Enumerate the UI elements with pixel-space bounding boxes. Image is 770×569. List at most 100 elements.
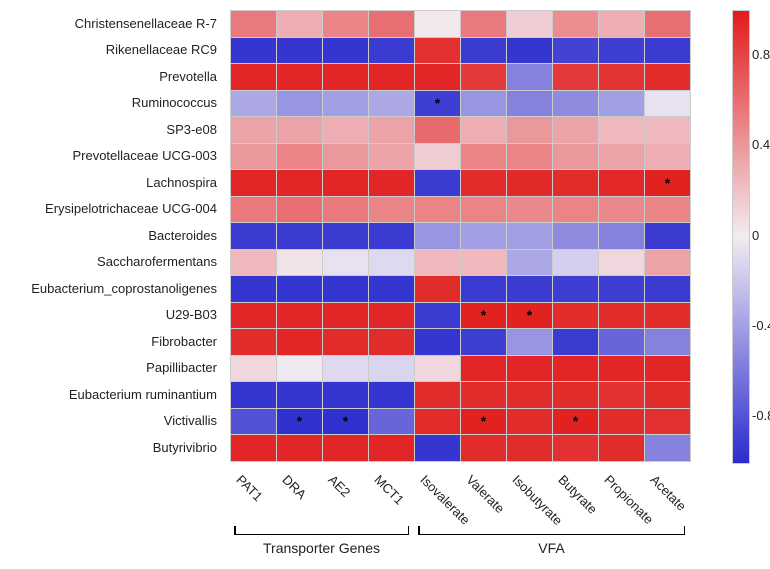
heatmap-cell [323,223,368,249]
colorbar-tick: 0 [752,228,759,243]
heatmap-cell [507,435,552,461]
heatmap-cell [599,409,644,435]
heatmap-cell [231,144,276,170]
heatmap-cell [231,276,276,302]
heatmap-cell [599,250,644,276]
heatmap-cell [231,223,276,249]
heatmap-cell [645,382,690,408]
group-bracket [234,534,409,535]
heatmap-cell [645,329,690,355]
heatmap-cell [645,38,690,64]
heatmap-cell [461,276,506,302]
heatmap-cell [461,11,506,37]
col-label: MCT1 [371,472,407,508]
heatmap-cell [553,223,598,249]
group-label: VFA [418,540,685,556]
heatmap-cell [415,144,460,170]
heatmap-cell [599,329,644,355]
colorbar-tick: 0.8 [752,47,770,62]
heatmap-cell [231,117,276,143]
heatmap-cell [553,250,598,276]
heatmap-cell: * [461,303,506,329]
col-label: Acetate [647,472,689,514]
heatmap-cell [231,170,276,196]
heatmap-cell [323,250,368,276]
heatmap-cell [461,250,506,276]
heatmap-cell [599,356,644,382]
heatmap-cell [277,64,322,90]
heatmap-cell [369,409,414,435]
heatmap-cell [323,329,368,355]
heatmap-cell [507,64,552,90]
heatmap-cell [645,409,690,435]
heatmap-cell: * [507,303,552,329]
heatmap-cell [461,223,506,249]
heatmap-cell [323,435,368,461]
heatmap-cell [415,170,460,196]
colorbar: 0.80.40-0.4-0.8 [732,10,748,464]
heatmap-cell [277,435,322,461]
heatmap-cell [645,435,690,461]
heatmap-cell [461,144,506,170]
heatmap-cell [323,303,368,329]
heatmap-cell [415,303,460,329]
heatmap-cell [323,144,368,170]
heatmap-cell [553,170,598,196]
heatmap-cell [231,64,276,90]
heatmap-cell [645,223,690,249]
heatmap-cell [231,329,276,355]
heatmap-cell [645,356,690,382]
heatmap-cell [415,276,460,302]
heatmap-cell [323,197,368,223]
heatmap-cell [415,409,460,435]
heatmap-cell [323,38,368,64]
heatmap-cell [415,117,460,143]
heatmap-cell [507,144,552,170]
heatmap-cell [553,356,598,382]
heatmap-cell [599,303,644,329]
heatmap-cell [369,303,414,329]
col-label: AE2 [325,472,353,500]
figure-container: Christensenellaceae R-7Rikenellaceae RC9… [0,0,770,569]
heatmap-grid: ******** [230,10,691,462]
colorbar-gradient [732,10,750,464]
heatmap-cell [231,303,276,329]
heatmap-cell [553,117,598,143]
heatmap-cell [369,117,414,143]
heatmap-cell [507,91,552,117]
heatmap-cell [323,276,368,302]
row-label: Victivallis [0,408,225,435]
row-label: SP3-e08 [0,116,225,143]
heatmap-cell [645,144,690,170]
heatmap-cell [461,117,506,143]
row-label: Lachnospira [0,169,225,196]
heatmap-cell [461,382,506,408]
heatmap-cell [461,91,506,117]
heatmap-cell [599,170,644,196]
heatmap-cell [277,117,322,143]
heatmap-cell [277,144,322,170]
heatmap-cell: * [553,409,598,435]
row-label: Erysipelotrichaceae UCG-004 [0,196,225,223]
heatmap-cell: * [277,409,322,435]
heatmap-cell [599,11,644,37]
heatmap-cell [277,329,322,355]
heatmap-cell [645,303,690,329]
heatmap-cell [323,382,368,408]
heatmap-cell [415,38,460,64]
heatmap-cell [277,382,322,408]
heatmap-cell [277,91,322,117]
heatmap-cell [553,329,598,355]
heatmap-cell [277,250,322,276]
heatmap-cell [599,64,644,90]
heatmap-cell [599,91,644,117]
heatmap-cell [507,409,552,435]
heatmap-cell [231,38,276,64]
row-label: Christensenellaceae R-7 [0,10,225,37]
heatmap-cell: * [645,170,690,196]
row-label: Prevotellaceae UCG-003 [0,143,225,170]
heatmap-cell [231,250,276,276]
heatmap-cell [415,250,460,276]
heatmap-cell [415,64,460,90]
colorbar-tick: -0.4 [752,318,770,333]
